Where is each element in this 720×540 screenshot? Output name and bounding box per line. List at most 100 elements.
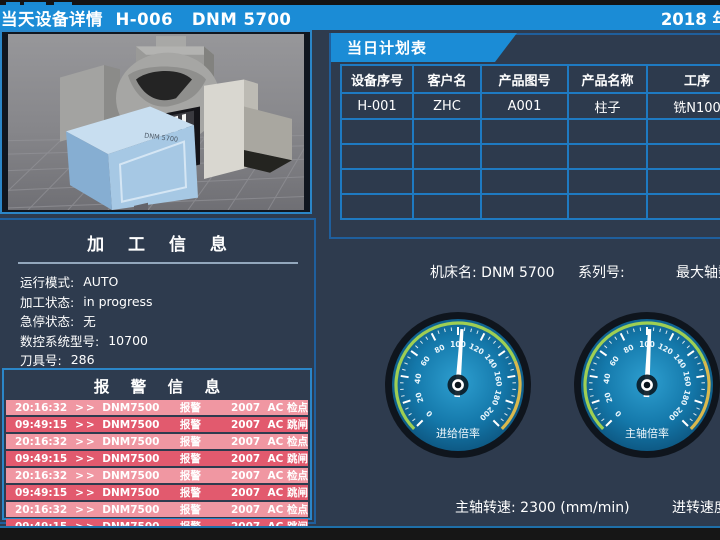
alarm-cell: >> xyxy=(75,418,97,431)
alarm-cell: 09:49:15 xyxy=(15,452,68,465)
svg-text:100: 100 xyxy=(639,340,655,349)
top-window-strip xyxy=(0,0,720,5)
header-date: 2018 年 xyxy=(660,9,720,29)
svg-text:0: 0 xyxy=(424,409,434,419)
feed-speed-label: 进转速度 xyxy=(672,500,720,516)
alarm-cell: >> xyxy=(75,469,97,482)
alarm-cell: DNM7500 xyxy=(102,418,160,431)
max-axis-label: 最大轴数 xyxy=(676,265,720,281)
machine-name-label: 机床名: xyxy=(430,265,477,281)
alarm-cell: >> xyxy=(75,503,97,516)
alarm-row: 09:49:15 >> DNM7500 报警 2007 AC 跳闸 xyxy=(6,417,308,432)
feed-override-gauge: 0 20 40 60 80 100 120 140 160 180 200 进给倍率 xyxy=(383,310,533,466)
alarm-row: 20:16:32 >> DNM7500 报警 2007 AC 检点 xyxy=(6,468,308,483)
plan-table-empty-cell xyxy=(414,120,480,143)
plan-table-empty-cell xyxy=(648,170,720,193)
plan-table-header-cell: 客户名 xyxy=(414,66,480,92)
alarm-cell: 报警 xyxy=(179,504,201,516)
tab-daily-plan[interactable]: 当日计划表 xyxy=(331,33,517,62)
top-strip-mark xyxy=(6,2,20,5)
alarm-row: 20:16:32 >> DNM7500 报警 2007 AC 检点 xyxy=(6,502,308,517)
cnc-machine-render: DNM 5700 xyxy=(60,36,292,210)
alarm-cell: 20:16:32 xyxy=(15,401,68,414)
alarm-cell: 2007 AC 跳闸 xyxy=(230,453,308,465)
alarm-cell: DNM7500 xyxy=(102,401,160,414)
plan-table-cell: 铣N100 xyxy=(648,94,720,118)
alarm-cell: 报警 xyxy=(179,419,201,431)
alarm-cell: 报警 xyxy=(179,453,201,465)
alarm-cell: 2007 AC 检点 xyxy=(230,470,308,482)
top-strip-mark xyxy=(24,2,46,5)
plan-table-header-cell: 工序 xyxy=(648,66,720,92)
plan-table-empty-cell xyxy=(482,170,567,193)
svg-text:0: 0 xyxy=(613,409,623,419)
plan-table-empty-cell xyxy=(648,145,720,168)
alarm-cell: DNM7500 xyxy=(102,503,160,516)
svg-text:160: 160 xyxy=(492,370,503,387)
spindle-speed-field: 主轴转速: 2300 (mm/min) xyxy=(455,497,630,517)
svg-text:100: 100 xyxy=(450,340,466,349)
alarm-cell: DNM7500 xyxy=(102,452,160,465)
alarm-cell: 报警 xyxy=(179,470,201,482)
header-bar: 当天设备详情 H-006 DNM 5700 2018 年 xyxy=(0,5,720,30)
alarm-cell: 09:49:15 xyxy=(15,418,68,431)
alarm-cell: >> xyxy=(75,452,97,465)
field-label: 数控系统型号: xyxy=(20,333,100,349)
alarm-cell: 2007 AC 跳闸 xyxy=(230,419,308,431)
plan-table-cell: H-001 xyxy=(342,94,412,118)
svg-text:80: 80 xyxy=(433,343,446,356)
processing-info-title: 加 工 信 息 xyxy=(87,235,236,255)
spindle-speed-unit: (mm/min) xyxy=(560,500,630,516)
spindle-speed-value: 2300 xyxy=(520,500,556,516)
svg-text:20: 20 xyxy=(603,391,615,404)
alarm-cell: 2007 AC 跳闸 xyxy=(230,487,308,499)
field-label: 急停状态: xyxy=(20,314,75,330)
machine-image-panel: DNM 5700 xyxy=(0,30,312,214)
gauge-label: 进给倍率 xyxy=(436,426,480,440)
plan-table-empty-cell xyxy=(342,145,412,168)
field-value: in progress xyxy=(83,293,153,309)
processing-field-row: 数控系统型号: 10700 xyxy=(20,331,314,351)
plan-table-empty-cell xyxy=(482,145,567,168)
plan-table-empty-cell xyxy=(569,170,646,193)
processing-info-panel: 加 工 信 息 运行模式: AUTO 加工状态: in progress 急停状态: 无数… xyxy=(0,218,316,524)
plan-table-cell: 柱子 xyxy=(569,94,646,118)
divider xyxy=(18,262,298,264)
alarm-row: 20:16:32 >> DNM7500 报警 2007 AC 检点 xyxy=(6,434,308,449)
alarm-cell: >> xyxy=(75,435,97,448)
alarm-info-title: 报 警 信 息 xyxy=(93,378,229,396)
svg-text:20: 20 xyxy=(414,391,426,404)
field-label: 刀具号: xyxy=(20,353,62,369)
alarm-row: 20:16:32 >> DNM7500 报警 2007 AC 检点 xyxy=(6,400,308,415)
tab-daily-plan-label: 当日计划表 xyxy=(347,39,428,57)
plan-table-panel xyxy=(329,33,720,239)
field-value: 无 xyxy=(83,314,96,330)
field-value: 286 xyxy=(70,352,95,368)
processing-fields: 运行模式: AUTO 加工状态: in progress 急停状态: 无数控系统型号: 10… xyxy=(0,272,314,370)
field-value: AUTO xyxy=(83,274,119,290)
field-label: 运行模式: xyxy=(20,275,75,291)
alarm-cell: 2007 AC 检点 xyxy=(230,436,308,448)
svg-text:40: 40 xyxy=(413,373,424,385)
processing-field-row: 急停状态: 无 xyxy=(20,311,314,331)
alarm-info-panel: 报 警 信 息 20:16:32 >> DNM7500 报警 2007 AC 检点 09:… xyxy=(2,368,312,534)
alarm-cell: 20:16:32 xyxy=(15,503,68,516)
plan-table: 设备序号 客户名 产品图号 产品名称 工序 H-001 ZHC A001 柱子 铣N100 xyxy=(340,64,720,220)
spindle-speed-label: 主轴转速: xyxy=(455,500,516,516)
machine-3d-image: DNM 5700 xyxy=(8,34,304,210)
plan-table-empty-cell xyxy=(342,120,412,143)
alarm-cell: 09:49:15 xyxy=(15,486,68,499)
plan-table-empty-cell xyxy=(414,145,480,168)
alarm-cell: >> xyxy=(75,401,97,414)
alarm-cell: 报警 xyxy=(179,487,201,499)
alarm-row: 09:49:15 >> DNM7500 报警 2007 AC 跳闸 xyxy=(6,451,308,466)
gauge-label: 主轴倍率 xyxy=(625,426,669,440)
max-axis-field: 最大轴数 xyxy=(676,262,720,282)
page-title: 当天设备详情 H-006 DNM 5700 xyxy=(1,9,292,29)
processing-field-row: 刀具号: 286 xyxy=(20,350,314,370)
alarm-cell: DNM7500 xyxy=(102,486,160,499)
series-label: 系列号: xyxy=(578,265,625,281)
